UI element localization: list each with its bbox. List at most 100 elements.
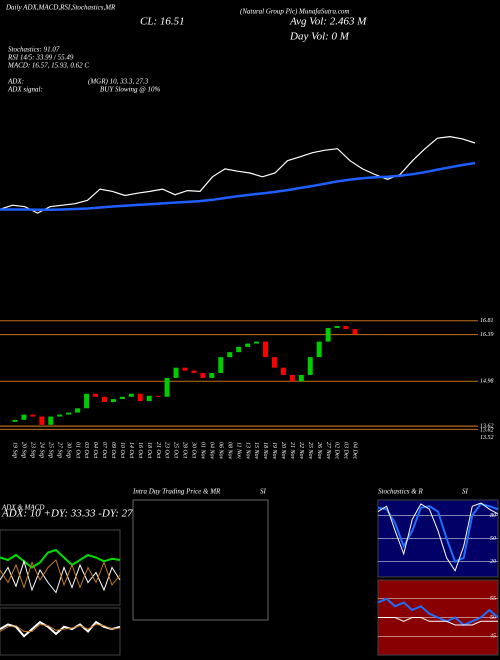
panel-frame <box>132 499 269 621</box>
indicator-line <box>377 502 499 563</box>
candle <box>325 328 331 342</box>
candle <box>236 346 242 353</box>
candle <box>173 367 179 378</box>
date-label: 26 Nov <box>316 442 322 460</box>
candle <box>146 395 152 402</box>
candle <box>245 343 251 347</box>
date-label: 20 Nov <box>280 442 286 460</box>
y-tick-label: 80 <box>490 513 496 519</box>
level-label: 16.81 <box>480 318 494 324</box>
date-label: 04 Dec <box>352 442 359 459</box>
rsi: RSI 14/5: 33.99 / 55.49 <box>7 54 74 62</box>
date-label: 02 Dec <box>334 442 340 459</box>
y-tick-label: 55 <box>490 596 496 602</box>
date-label: 27 Sep <box>56 442 62 458</box>
indicator-line <box>0 559 121 590</box>
candle <box>101 396 107 403</box>
candle <box>218 357 224 373</box>
y-tick-label: 50 <box>490 536 496 542</box>
candle <box>343 326 349 330</box>
date-label: 14 Oct <box>128 442 135 458</box>
adx: ADX: <box>7 78 24 86</box>
date-label: 20 Sep <box>21 442 27 458</box>
candle <box>137 393 143 402</box>
candle <box>155 395 161 397</box>
candle <box>182 367 188 371</box>
indicator-line <box>378 617 498 626</box>
level-label: 13.62 <box>480 428 494 434</box>
candle <box>307 357 313 375</box>
date-label: 25 Sep <box>47 442 53 458</box>
date-label: 27 Nov <box>325 442 331 460</box>
level-label: 14.98 <box>480 378 494 385</box>
indicator-line <box>377 502 499 572</box>
level-label: 13.62 <box>480 424 494 430</box>
date-label: 15 Nov <box>253 442 259 460</box>
date-label: 08 Nov <box>226 442 232 460</box>
candle <box>119 396 125 400</box>
panel-title: Stochastics & R <box>378 488 423 496</box>
date-label: 25 Nov <box>307 442 313 460</box>
candle <box>110 399 116 403</box>
y-tick-label: 20 <box>490 559 496 565</box>
candle <box>75 408 81 413</box>
date-label: 21 Nov <box>289 442 295 460</box>
date-label: 13 Nov <box>244 442 250 460</box>
date-label: 03 Dec <box>343 442 349 459</box>
candle <box>39 416 45 425</box>
candle <box>200 372 206 378</box>
moving-average <box>0 161 476 212</box>
candle <box>316 341 322 358</box>
candle <box>21 414 27 420</box>
panel-title: Intra Day Trading Price & MR <box>132 488 221 496</box>
company: (Natural Group Plc) MunafaSutra.com <box>240 8 349 16</box>
panel-frame <box>0 607 121 656</box>
date-label: 01 Oct <box>74 442 80 458</box>
adx-values: (MGR) 10, 33.3, 27.3 <box>88 78 149 86</box>
date-label: 16 Oct <box>137 442 143 458</box>
candle <box>209 372 215 378</box>
stochastics: Stochastics: 91.07 <box>8 46 60 54</box>
date-label: 03 Oct <box>83 442 89 458</box>
date-label: 25 Oct <box>173 442 179 458</box>
date-label: 19 Sep <box>12 442 18 458</box>
brand: Daily ADX,MACD,RSI,Stochastics,MR <box>5 4 116 12</box>
panel-subtitle: ADX & MACD <box>1 504 44 512</box>
panel-frame <box>0 529 121 606</box>
date-label: 18 Nov <box>262 442 268 460</box>
candle <box>298 374 304 382</box>
date-label: 23 Oct <box>164 442 170 458</box>
date-label: 11 Nov <box>235 442 241 459</box>
avg-volume: Avg Vol: 2.463 M <box>289 16 367 28</box>
candle <box>48 416 54 425</box>
candle <box>280 367 286 375</box>
candle <box>57 414 63 417</box>
candle <box>271 357 277 368</box>
date-label: 19 Nov <box>271 442 277 460</box>
day-volume: Day Vol: 0 M <box>289 31 350 43</box>
signal: BUY Slowing @ 10% <box>100 86 160 94</box>
date-label: 01 Nov <box>200 442 206 460</box>
date-label: 18 Oct <box>146 442 152 458</box>
date-label: 30 Oct <box>191 441 197 458</box>
date-label: 28 Oct <box>182 442 188 458</box>
candle <box>263 341 269 358</box>
candle <box>66 412 72 415</box>
close-price: CL: 16.51 <box>140 16 185 28</box>
date-label: 06 Nov <box>217 442 223 460</box>
date-label: 24 Sep <box>38 442 45 458</box>
date-label: 07 Oct <box>101 442 107 458</box>
adx-signal: ADX signal: <box>7 86 43 94</box>
candle <box>227 352 233 358</box>
panel-subtitle: SI <box>462 488 469 496</box>
level-label: 16.39 <box>480 332 494 338</box>
candle <box>84 393 90 409</box>
candle <box>128 393 134 397</box>
candle <box>254 341 260 344</box>
y-tick-label: 50 <box>490 615 496 621</box>
indicator-line <box>0 548 121 569</box>
date-label: 04 Oct <box>92 442 99 458</box>
candle <box>334 326 340 329</box>
candle <box>30 414 36 417</box>
